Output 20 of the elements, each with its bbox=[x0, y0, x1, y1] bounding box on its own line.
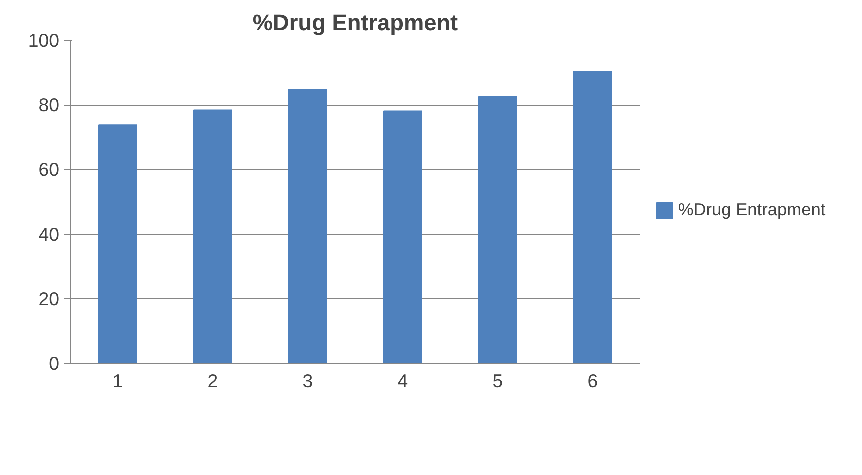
chart-title: %Drug Entrapment bbox=[252, 10, 459, 36]
y-tick-label: 100 bbox=[28, 30, 60, 51]
bar bbox=[574, 71, 612, 364]
x-tick-label: 5 bbox=[492, 370, 504, 392]
x-tick-label: 3 bbox=[302, 370, 314, 392]
bar bbox=[98, 124, 138, 364]
y-tick-label: 0 bbox=[49, 353, 60, 374]
y-tick-label: 80 bbox=[38, 94, 60, 116]
y-tick-label: 20 bbox=[38, 288, 60, 310]
x-tick-label: 4 bbox=[398, 370, 408, 392]
x-tick-label: 6 bbox=[588, 370, 598, 392]
bar bbox=[194, 110, 232, 364]
y-tick-label: 40 bbox=[38, 224, 60, 245]
bar bbox=[288, 89, 328, 364]
y-tick-label: 60 bbox=[38, 159, 60, 180]
x-tick-label: 1 bbox=[112, 370, 124, 392]
legend-label: %Drug Entrapment bbox=[678, 200, 826, 220]
x-tick-label: 2 bbox=[208, 370, 218, 392]
bar bbox=[478, 96, 518, 364]
bar bbox=[384, 110, 422, 364]
